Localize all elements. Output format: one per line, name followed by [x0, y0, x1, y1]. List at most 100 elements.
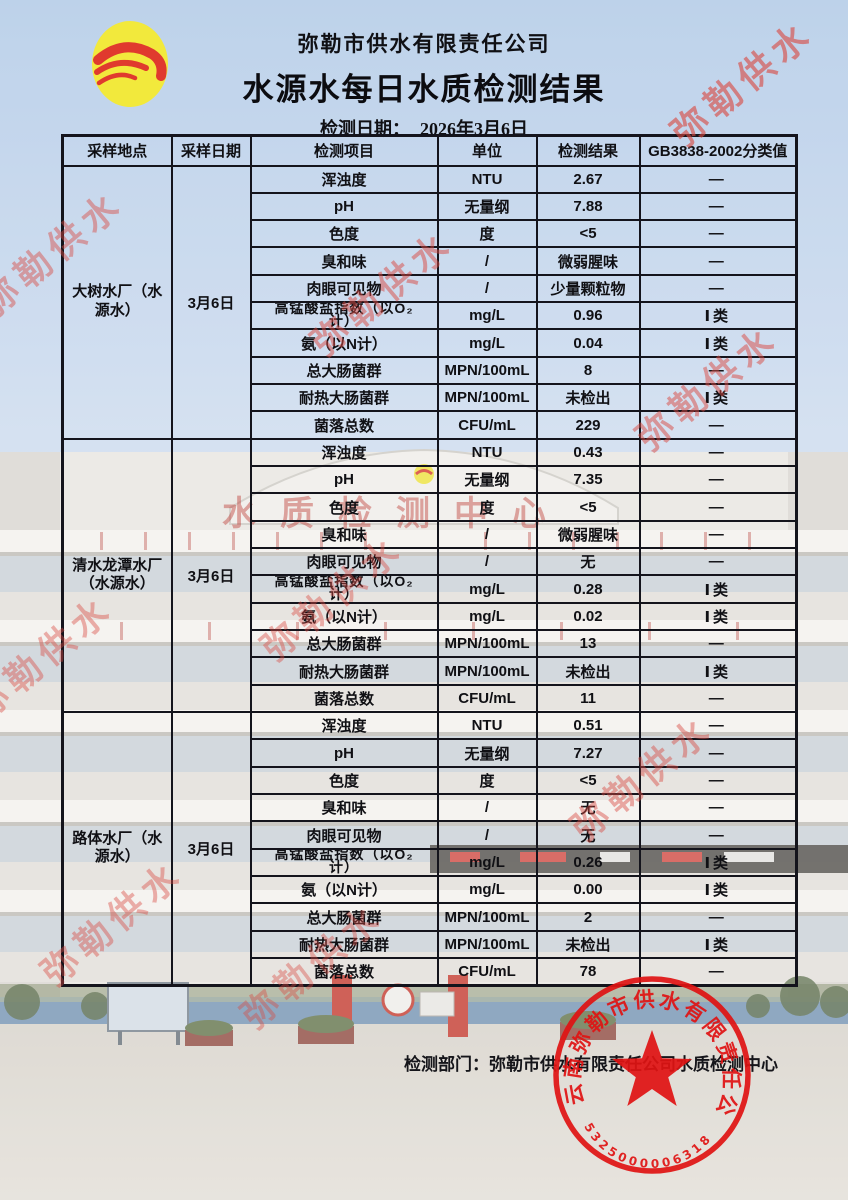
sampling-location-cell: 路体水厂（水源水） [61, 711, 173, 987]
item-label: 氨（以N计） [301, 608, 387, 626]
class-cell: — [638, 738, 798, 768]
column-header: 单位 [436, 134, 538, 167]
result-cell: 7.35 [535, 465, 641, 495]
unit-cell: 无量纲 [436, 191, 538, 222]
seal-ring [553, 976, 751, 1174]
unit-cell: MPN/100mL [436, 355, 538, 386]
table-row: 菌落总数 CFU/mL 78— [63, 957, 798, 987]
logo-wave-icon [93, 42, 167, 81]
seal-star-icon [612, 1030, 692, 1106]
item-cell: 总大肠菌群 [249, 629, 439, 659]
class-cell: — [638, 902, 798, 932]
column-header: 采样日期 [170, 134, 252, 167]
unit-cell: MPN/100mL [436, 902, 538, 932]
item-cell: 高锰酸盐指数（以O₂计） [249, 301, 439, 331]
unit-cell: MPN/100mL [436, 629, 538, 659]
item-label: pH [334, 471, 354, 489]
result-cell: 11 [535, 683, 641, 714]
class-cell: Ⅰ类 [638, 875, 798, 905]
unit-cell: / [436, 547, 538, 577]
result-cell: 2 [535, 902, 641, 932]
result-cell: 无 [535, 547, 641, 577]
item-cell: 氨（以N计） [249, 328, 439, 358]
class-cell: Ⅰ类 [638, 601, 798, 632]
item-cell: pH [249, 465, 439, 495]
class-cell: Ⅰ类 [638, 929, 798, 960]
item-label: 高锰酸盐指数（以O₂计） [274, 575, 414, 602]
table-row: 色度 度 <5— [63, 492, 798, 522]
table-row: pH 无量纲 7.88— [63, 191, 798, 222]
item-label: 肉眼可见物 [306, 280, 382, 298]
result-cell: 未检出 [535, 656, 641, 686]
item-cell: 氨（以N计） [249, 601, 439, 632]
table-row: 高锰酸盐指数（以O₂计） mg/L 0.96 Ⅰ类 [63, 301, 798, 331]
item-label: 臭和味 [321, 253, 367, 271]
table-row: 总大肠菌群 MPN/100mL 13— [63, 629, 798, 659]
table-row: 臭和味 / 无 — [63, 793, 798, 823]
result-cell: 0.28 [535, 574, 641, 604]
class-cell: — [638, 355, 798, 386]
item-cell: 氨（以N计） [249, 875, 439, 905]
class-cell: — [638, 273, 798, 304]
company-logo [92, 21, 168, 107]
svg-text:云南弥勒市供水有限责任公司: 云南弥勒市供水有限责任公司 [546, 975, 743, 1121]
item-cell: 色度 [249, 492, 439, 522]
item-label: 色度 [328, 226, 359, 244]
result-cell: 0.51 [535, 711, 641, 741]
result-cell: 未检出 [535, 383, 641, 413]
item-label: 总大肠菌群 [306, 636, 382, 654]
unit-cell: 度 [436, 219, 538, 249]
result-cell: 0.43 [535, 437, 641, 468]
sampling-date-cell: 3月6日 [170, 437, 252, 714]
class-cell: — [638, 246, 798, 276]
item-label: 浑浊度 [321, 718, 367, 736]
table-row: 氨（以N计） mg/L 0.00 Ⅰ类 [63, 875, 798, 905]
table-row: 大树水厂（水源水） 3月6日 浑浊度 NTU 2.67— [61, 164, 798, 440]
testing-department-label: 检测部门： [404, 1055, 489, 1074]
class-cell: — [638, 492, 798, 522]
unit-cell: NTU [436, 164, 538, 194]
unit-cell: mg/L [436, 875, 538, 905]
table-row: 高锰酸盐指数（以O₂计） mg/L 0.26 Ⅰ类 [63, 847, 798, 878]
unit-cell: 无量纲 [436, 465, 538, 495]
item-label: 色度 [328, 499, 359, 517]
unit-cell: CFU/mL [436, 410, 538, 440]
class-cell: — [638, 437, 798, 468]
item-cell: 高锰酸盐指数（以O₂计） [249, 574, 439, 604]
item-label: 菌落总数 [313, 963, 374, 981]
class-cell: — [638, 793, 798, 823]
table-row: 氨（以N计） mg/L 0.02 Ⅰ类 [63, 601, 798, 632]
item-cell: pH [249, 191, 439, 222]
seal-ring-text: 云南弥勒市供水有限责任公司 [546, 975, 740, 1121]
unit-cell: / [436, 820, 538, 850]
item-cell: 高锰酸盐指数（以O₂计） [249, 847, 439, 878]
class-cell: Ⅰ类 [638, 847, 798, 878]
item-cell: 耐热大肠菌群 [249, 383, 439, 413]
class-cell: — [638, 629, 798, 659]
table-row: 臭和味 / 微弱腥味 — [63, 246, 798, 276]
item-label: 高锰酸盐指数（以O₂计） [274, 848, 414, 875]
table-row: pH 无量纲 7.35— [63, 465, 798, 495]
item-label: pH [334, 197, 354, 215]
unit-cell: NTU [436, 437, 538, 468]
result-cell: 未检出 [535, 929, 641, 960]
class-cell: — [638, 191, 798, 222]
item-label: 肉眼可见物 [306, 554, 382, 572]
unit-cell: mg/L [436, 574, 538, 604]
table-row: 耐热大肠菌群 MPN/100mL 未检出 Ⅰ类 [63, 383, 798, 413]
unit-cell: MPN/100mL [436, 656, 538, 686]
item-cell: 菌落总数 [249, 957, 439, 987]
unit-cell: / [436, 793, 538, 823]
item-label: 菌落总数 [313, 417, 374, 435]
unit-cell: CFU/mL [436, 683, 538, 714]
item-label: 浑浊度 [321, 444, 367, 462]
class-cell: Ⅰ类 [638, 301, 798, 331]
class-cell: — [638, 820, 798, 850]
unit-cell: NTU [436, 711, 538, 741]
unit-cell: 度 [436, 765, 538, 796]
unit-cell: mg/L [436, 847, 538, 878]
item-cell: 肉眼可见物 [249, 273, 439, 304]
result-cell: 7.88 [535, 191, 641, 222]
item-cell: pH [249, 738, 439, 768]
